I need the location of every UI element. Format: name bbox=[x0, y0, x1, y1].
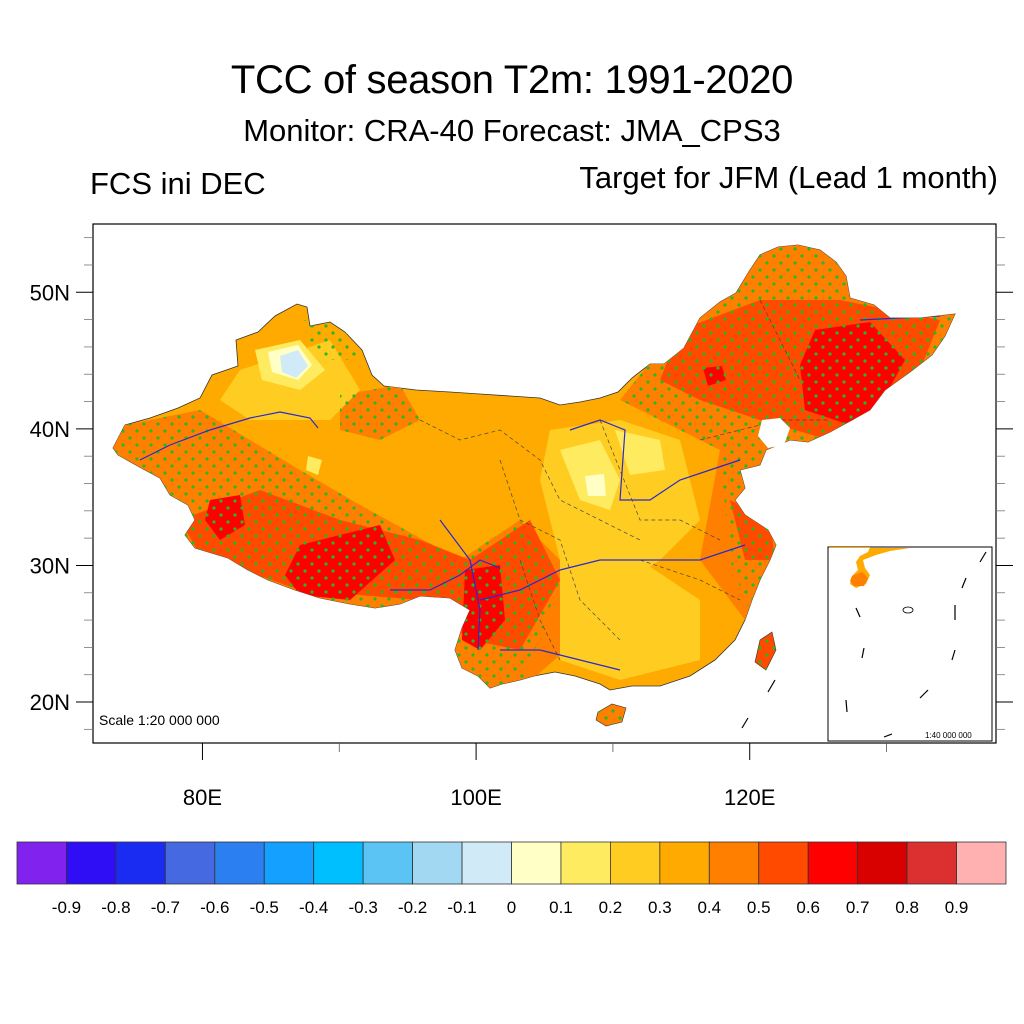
colorbar-label: 0.8 bbox=[895, 898, 919, 917]
province-border bbox=[599, 419, 721, 541]
colorbar-label: 0.4 bbox=[697, 898, 721, 917]
inset-coast bbox=[829, 547, 910, 588]
colorbar-label: -0.1 bbox=[447, 898, 476, 917]
y-tick-label: 40N bbox=[30, 417, 70, 442]
river bbox=[479, 544, 746, 601]
colorbar-box bbox=[412, 841, 463, 885]
x-tick-label: 80E bbox=[183, 785, 222, 810]
significance-stipple bbox=[596, 632, 776, 726]
river bbox=[390, 559, 501, 591]
colorbar-box bbox=[313, 841, 364, 885]
province-border bbox=[419, 419, 641, 541]
colorbar-label: -0.9 bbox=[52, 898, 81, 917]
axes: 80E 100E 120E 20N 30N 40N 50N bbox=[30, 237, 1013, 810]
colorbar-box bbox=[115, 841, 166, 885]
maritime-boundary-dash bbox=[767, 679, 776, 693]
colorbar-box bbox=[362, 841, 413, 885]
colorbar-label: 0.2 bbox=[599, 898, 623, 917]
colorbar-box bbox=[560, 841, 611, 885]
colorbar-label: -0.4 bbox=[299, 898, 328, 917]
colorbar-label: -0.3 bbox=[349, 898, 378, 917]
colorbar-label: 0.7 bbox=[846, 898, 870, 917]
river bbox=[439, 519, 481, 651]
colorbar-label: -0.2 bbox=[398, 898, 427, 917]
river bbox=[139, 411, 319, 461]
tcc-contour-region bbox=[585, 474, 606, 496]
tcc-contour-region bbox=[615, 430, 665, 475]
colorbar-box bbox=[807, 841, 859, 885]
colorbar-box bbox=[906, 841, 957, 885]
province-border bbox=[519, 559, 561, 661]
chart-title: TCC of season T2m: 1991-2020 bbox=[230, 58, 794, 102]
colorbar-box bbox=[708, 841, 760, 885]
target-label: Target for JFM (Lead 1 month) bbox=[579, 160, 998, 195]
colorbar-label: -0.5 bbox=[250, 898, 279, 917]
colorbar-box bbox=[956, 841, 1007, 885]
significance-stipple bbox=[340, 385, 420, 440]
river bbox=[500, 649, 621, 671]
colorbar-box bbox=[461, 841, 512, 885]
colorbar-label: 0.5 bbox=[747, 898, 771, 917]
colorbar-box bbox=[659, 841, 710, 885]
tcc-contour-region bbox=[560, 560, 700, 680]
colorbar-box bbox=[164, 841, 216, 885]
colorbar-label: 0.9 bbox=[945, 898, 969, 917]
colorbar-label: 0.6 bbox=[796, 898, 820, 917]
inset-hainan bbox=[850, 572, 868, 586]
south-china-sea-inset: 1:40 000 000 bbox=[827, 546, 993, 742]
significance-stipple bbox=[620, 245, 955, 640]
colorbar-box bbox=[66, 841, 117, 885]
colorbar-label: -0.6 bbox=[200, 898, 229, 917]
x-tick-label: 120E bbox=[724, 785, 775, 810]
colorbar: -0.9 -0.8 -0.7 -0.6 -0.5 -0.4 -0.3 -0.2 -0.1 0 0.1… bbox=[16, 841, 1007, 917]
colorbar-label: 0 bbox=[507, 898, 516, 917]
colorbar-box bbox=[511, 841, 562, 885]
colorbar-label: -0.7 bbox=[151, 898, 180, 917]
province-border bbox=[499, 459, 621, 641]
river bbox=[569, 419, 741, 501]
colorbar-label: -0.8 bbox=[101, 898, 130, 917]
inset-scale-label: 1:40 000 000 bbox=[925, 731, 972, 740]
scale-label: Scale 1:20 000 000 bbox=[99, 712, 220, 728]
tcc-contour-region bbox=[306, 456, 322, 475]
inset-dashed-boundary bbox=[845, 551, 987, 738]
province-border bbox=[759, 299, 801, 381]
maritime-boundary-dash bbox=[741, 717, 749, 729]
province-border bbox=[639, 559, 741, 601]
colorbar-box bbox=[857, 841, 908, 885]
colorbar-box bbox=[263, 841, 315, 885]
y-tick-label: 20N bbox=[30, 690, 70, 715]
colorbar-box bbox=[758, 841, 809, 885]
colorbar-box bbox=[610, 841, 661, 885]
colorbar-label: 0.1 bbox=[549, 898, 573, 917]
x-tick-label: 100E bbox=[450, 785, 501, 810]
y-tick-label: 50N bbox=[30, 280, 70, 305]
tcc-contour-region bbox=[280, 350, 308, 378]
y-tick-label: 30N bbox=[30, 553, 70, 578]
init-label: FCS ini DEC bbox=[90, 166, 266, 201]
colorbar-box bbox=[16, 841, 67, 885]
colorbar-label: 0.3 bbox=[648, 898, 672, 917]
bohai-sea bbox=[758, 418, 790, 448]
chart-subtitle: Monitor: CRA-40 Forecast: JMA_CPS3 bbox=[243, 113, 781, 148]
colorbar-box bbox=[214, 841, 265, 885]
province-border bbox=[699, 419, 830, 441]
